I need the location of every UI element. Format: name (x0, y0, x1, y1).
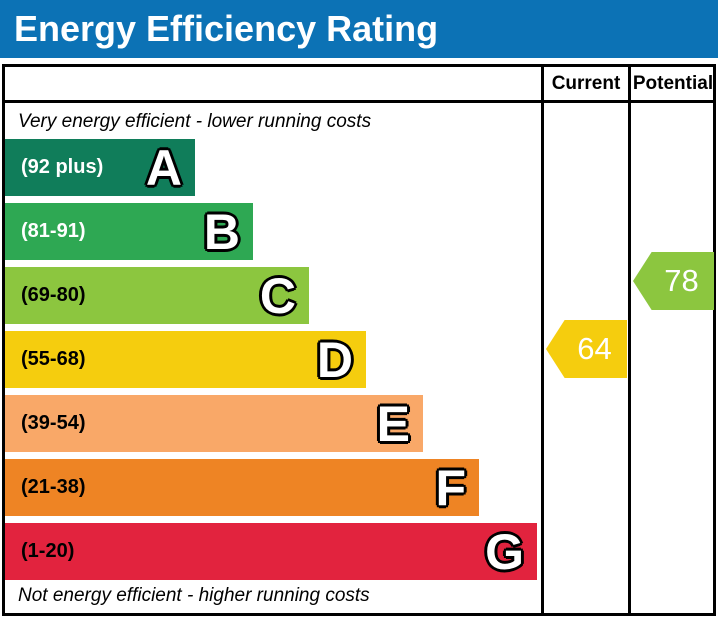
band-a: (92 plus) A (5, 139, 195, 196)
potential-rating-arrow: 78 (633, 252, 714, 310)
band-a-range-label: (92 plus) (21, 156, 104, 178)
band-e: (39-54) E (5, 395, 423, 452)
header-row-divider (5, 100, 713, 103)
band-a-letter: A (145, 139, 182, 196)
column-header-potential: Potential (632, 73, 714, 94)
band-g-range-label: (1-20) (21, 540, 75, 562)
band-d: (55-68) D (5, 331, 366, 388)
current-column-divider (541, 67, 544, 613)
band-f-letter: F (435, 459, 466, 516)
band-d-range-label: (55-68) (21, 348, 86, 370)
current-rating-arrow: 64 (546, 320, 627, 378)
band-f-range-label: (21-38) (21, 476, 86, 498)
band-g: (1-20) G (5, 523, 537, 580)
band-e-range-label: (39-54) (21, 412, 86, 434)
top-note: Very energy efficient - lower running co… (18, 111, 372, 132)
current-rating-value: 64 (577, 331, 612, 366)
band-d-letter: D (316, 331, 353, 388)
band-b: (81-91) B (5, 203, 253, 260)
title-bar: Energy Efficiency Rating (0, 0, 718, 58)
band-b-range-label: (81-91) (21, 220, 86, 242)
potential-column-divider (628, 67, 631, 613)
bottom-note: Not energy efficient - higher running co… (18, 585, 370, 606)
page-title: Energy Efficiency Rating (14, 8, 439, 49)
band-f: (21-38) F (5, 459, 479, 516)
potential-rating-value: 78 (664, 263, 699, 298)
band-c-range-label: (69-80) (21, 284, 86, 306)
column-header-current: Current (551, 73, 621, 94)
band-g-letter: G (485, 523, 524, 580)
band-c-letter: C (259, 267, 296, 324)
band-b-letter: B (203, 203, 240, 260)
band-c: (69-80) C (5, 267, 309, 324)
band-e-letter: E (376, 395, 410, 452)
